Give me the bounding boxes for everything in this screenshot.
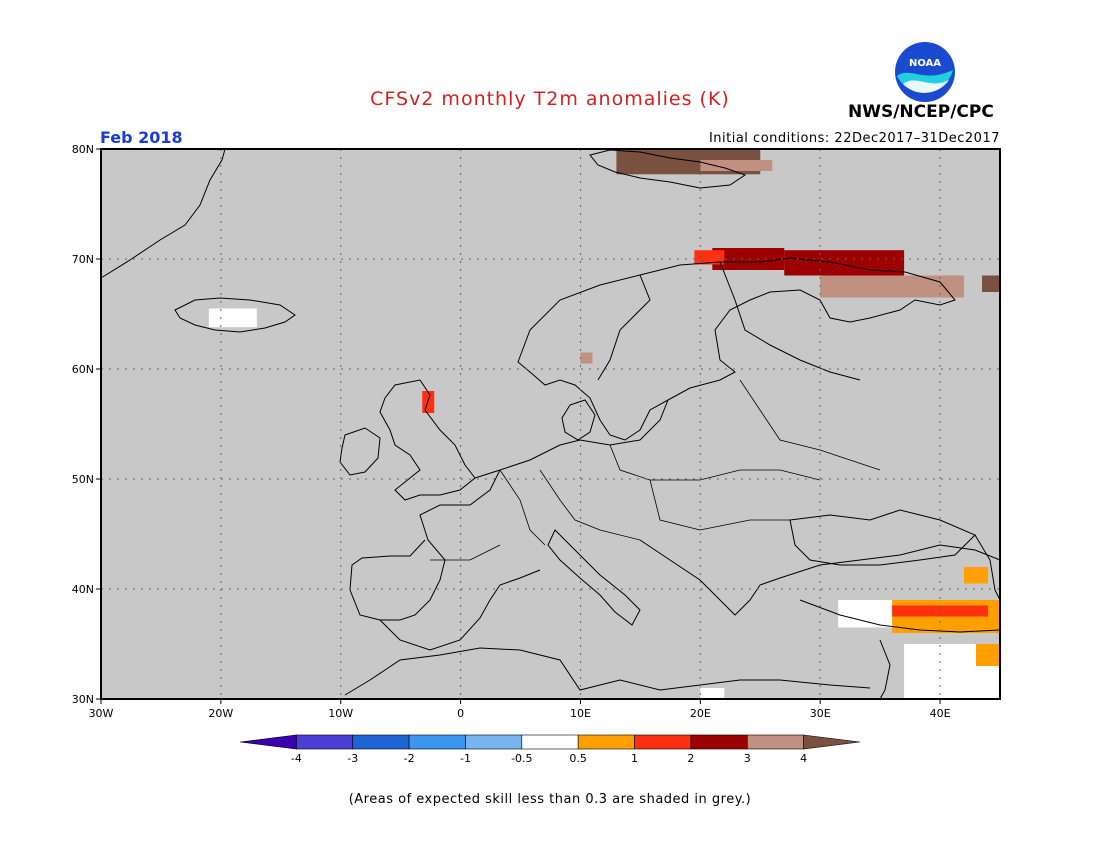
lat-tick-label: 50N bbox=[72, 473, 94, 486]
coastlines bbox=[100, 148, 1001, 700]
valid-month-label: Feb 2018 bbox=[100, 128, 183, 147]
colorbar-label: -0.5 bbox=[511, 752, 532, 765]
anomaly-region-caucasus-orange bbox=[964, 567, 989, 584]
org-label: NWS/NCEP/CPC bbox=[848, 102, 994, 122]
lon-tick-label: 40E bbox=[930, 707, 951, 720]
colorbar-label: 1 bbox=[631, 752, 638, 765]
anomaly-region-russia-east bbox=[982, 275, 1000, 292]
colorbar-label: 2 bbox=[687, 752, 694, 765]
colorbar-label: -2 bbox=[404, 752, 415, 765]
anomaly-region-egypt-white bbox=[700, 688, 725, 699]
colorbar-swatch bbox=[239, 734, 297, 750]
anomaly-region-norway-south bbox=[580, 352, 593, 364]
colorbar-swatch bbox=[634, 734, 692, 750]
anomaly-region-scotland bbox=[422, 391, 435, 413]
anomaly-region-mideast-orange bbox=[976, 644, 1000, 666]
anomaly-region-north-norway bbox=[712, 248, 785, 270]
lon-tick-label: 30E bbox=[810, 707, 831, 720]
noaa-logo: NOAA bbox=[893, 40, 957, 108]
map-title: CFSv2 monthly T2m anomalies (K) bbox=[370, 88, 730, 110]
colorbar-swatch bbox=[746, 734, 804, 750]
axis-ticks: 30W 20W 10W 0 10E 20E 30E 40E 30N 40N 50N 60N 70N 80N bbox=[72, 143, 951, 720]
colorbar-swatch bbox=[803, 734, 861, 750]
colorbar-swatch bbox=[408, 734, 466, 750]
anomaly-region-svalbard bbox=[616, 149, 761, 175]
colorbar-label: 0.5 bbox=[569, 752, 587, 765]
colorbar-swatch bbox=[352, 734, 410, 750]
anomaly-region-turkey-orange bbox=[892, 600, 1000, 633]
lon-tick-label: 0 bbox=[457, 707, 464, 720]
lat-tick-label: 70N bbox=[72, 253, 94, 266]
anomaly-region-turkey-white bbox=[838, 600, 905, 628]
noaa-logo-text: NOAA bbox=[909, 58, 941, 69]
lon-tick-label: 10E bbox=[570, 707, 591, 720]
colorbar-swatch bbox=[296, 734, 354, 750]
map-background bbox=[101, 149, 1000, 699]
colorbar-swatch bbox=[465, 734, 523, 750]
initial-conditions-label: Initial conditions: 22Dec2017–31Dec2017 bbox=[708, 131, 1000, 146]
skill-footnote: (Areas of expected skill less than 0.3 a… bbox=[348, 792, 752, 807]
lon-tick-label: 20E bbox=[690, 707, 711, 720]
lon-tick-label: 20W bbox=[208, 707, 233, 720]
anomaly-regions bbox=[208, 149, 1000, 699]
lon-tick-label: 30W bbox=[89, 707, 114, 720]
colorbar-swatch bbox=[521, 734, 579, 750]
graticule bbox=[101, 149, 1000, 699]
map-frame bbox=[100, 148, 1001, 700]
anomaly-region-north-norway-west bbox=[694, 250, 725, 265]
colorbar: -4 -3 -2 -1 -0.5 0.5 1 2 3 4 bbox=[239, 734, 861, 765]
anomaly-region-mideast-white bbox=[904, 644, 1000, 699]
lat-tick-label: 30N bbox=[72, 693, 94, 706]
anomaly-region-kola bbox=[784, 250, 905, 276]
colorbar-label: -3 bbox=[347, 752, 358, 765]
anomaly-region-iceland bbox=[208, 308, 257, 328]
lon-tick-label: 10W bbox=[328, 707, 353, 720]
colorbar-label: -4 bbox=[291, 752, 302, 765]
colorbar-label: 3 bbox=[744, 752, 751, 765]
lat-tick-label: 40N bbox=[72, 583, 94, 596]
lat-tick-label: 60N bbox=[72, 363, 94, 376]
colorbar-swatch bbox=[577, 734, 635, 750]
colorbar-label: 4 bbox=[800, 752, 807, 765]
anomaly-region-turkey-red bbox=[892, 605, 989, 617]
anomaly-region-svalbard-east bbox=[700, 160, 773, 171]
colorbar-label: -1 bbox=[460, 752, 471, 765]
lat-tick-label: 80N bbox=[72, 143, 94, 156]
colorbar-swatch bbox=[690, 734, 748, 750]
anomaly-region-kola-south bbox=[820, 275, 965, 298]
